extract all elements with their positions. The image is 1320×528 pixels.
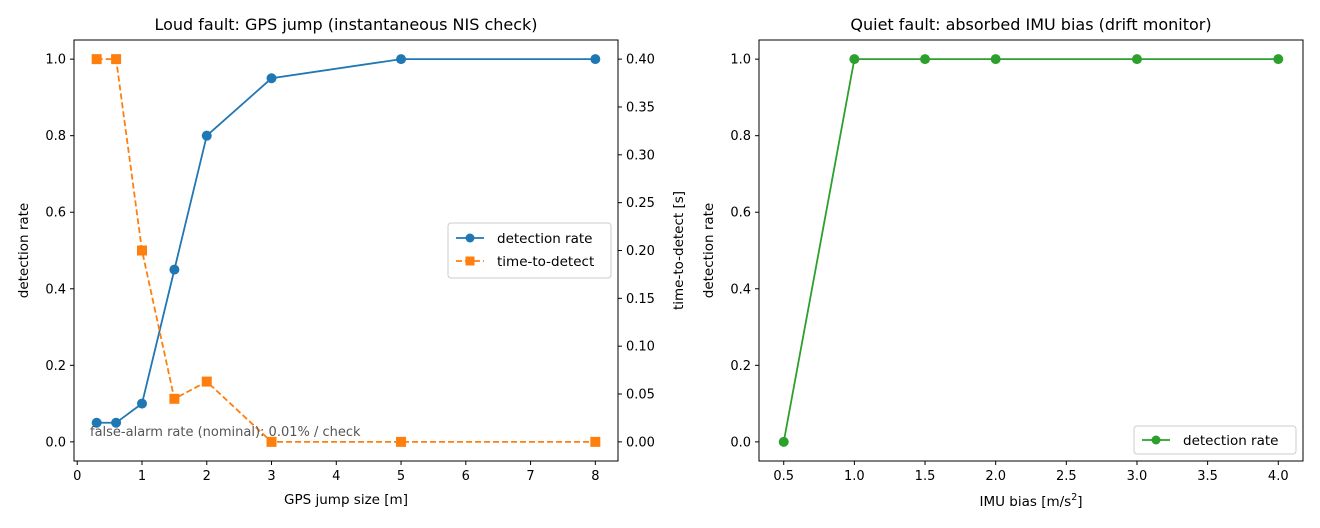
right-plot-marks <box>778 54 1284 447</box>
x-tick-label: 7 <box>526 469 534 484</box>
x-tick-label: 3.5 <box>1197 469 1218 484</box>
y-tick-label: 0.6 <box>45 206 66 221</box>
left-x-axis-label: GPS jump size [m] <box>284 492 408 508</box>
data-point-detection-rate <box>137 398 147 409</box>
y-tick-label: 0.8 <box>730 129 751 144</box>
false-alarm-annotation: false-alarm rate (nominal): 0.01% / chec… <box>90 425 361 440</box>
data-point-detection-rate <box>990 54 1001 65</box>
x-tick-label: 2.5 <box>1056 469 1077 484</box>
data-point-detection-rate <box>111 417 122 428</box>
data-point-time-to-detect <box>590 436 601 447</box>
data-point-detection-rate <box>849 54 860 65</box>
data-point-time-to-detect <box>137 245 147 256</box>
left-y-axis-label: detection rate <box>16 203 32 298</box>
right-y-tick-label: 0.25 <box>626 196 655 211</box>
x-tick-label: 8 <box>591 469 599 484</box>
y-tick-label: 1.0 <box>730 53 751 68</box>
data-point-detection-rate <box>1131 54 1142 65</box>
right-y-tick-label: 0.15 <box>626 292 655 307</box>
right-chart-title: Quiet fault: absorbed IMU bias (drift mo… <box>850 15 1211 34</box>
left-plot-marks <box>91 54 601 447</box>
left-tick-labels: 0 1 2 3 4 5 6 7 8 0.0 0.2 0.4 0.6 0.8 1.0 0.00 0.05 0.10 0… <box>45 53 655 484</box>
y-tick-label: 0.4 <box>730 282 751 297</box>
series-line-detection-rate <box>782 58 1279 443</box>
x-tick-label: 1 <box>138 469 146 484</box>
right-x-axis-label: IMU bias [m/s2] <box>979 492 1082 510</box>
left-legend-frame <box>447 222 612 279</box>
right-y-tick-label: 0.40 <box>626 53 655 68</box>
x-tick-label: 2.0 <box>985 469 1006 484</box>
data-point-detection-rate <box>396 54 407 65</box>
legend-marker-detection-rate <box>465 233 475 243</box>
right-tick-labels: 0.5 1.0 1.5 2.0 2.5 3.0 3.5 4.0 0.0 0.2 0.4 0.6 0.8 1… <box>730 53 1288 484</box>
y-tick-label: 0.4 <box>45 282 66 297</box>
x-tick-label: 3.0 <box>1127 469 1148 484</box>
right-y-tick-label: 0.10 <box>626 340 655 355</box>
data-point-detection-rate <box>169 264 180 275</box>
x-tick-label: 3 <box>267 469 275 484</box>
data-point-time-to-detect <box>201 376 212 387</box>
right-panel: Quiet fault: absorbed IMU bias (drift mo… <box>701 15 1304 510</box>
right-y-axis-label: time-to-detect [s] <box>671 191 687 310</box>
data-point-detection-rate <box>1273 54 1284 65</box>
right-y-axis-label-detection: detection rate <box>701 203 717 298</box>
legend-marker-time-to-detect <box>465 256 475 266</box>
legend-label-detection-rate-green: detection rate <box>1183 433 1278 449</box>
right-x-axis-label-end: ] <box>1077 494 1082 510</box>
data-point-time-to-detect <box>396 436 407 447</box>
y-tick-label: 0.8 <box>45 129 66 144</box>
y-tick-label: 0.0 <box>45 435 66 450</box>
x-tick-label: 0 <box>73 469 81 484</box>
legend-marker-detection-rate-green <box>1151 435 1161 445</box>
legend-label-detection-rate: detection rate <box>497 231 592 247</box>
right-y-tick-label: 0.20 <box>626 244 655 259</box>
x-tick-label: 5 <box>397 469 405 484</box>
series-line-detection-rate <box>96 58 596 424</box>
right-legend: detection rate <box>1133 425 1297 455</box>
y-tick-label: 0.2 <box>730 359 751 374</box>
right-y-tick-label: 0.05 <box>626 388 655 403</box>
data-point-time-to-detect <box>266 436 277 447</box>
y-tick-label: 0.0 <box>730 435 751 450</box>
legend-label-time-to-detect: time-to-detect <box>497 254 594 270</box>
right-legend-frame <box>1133 425 1297 455</box>
x-tick-label: 1.5 <box>915 469 936 484</box>
data-point-detection-rate <box>920 54 931 65</box>
x-tick-label: 0.5 <box>773 469 794 484</box>
right-y-tick-label: 0.00 <box>626 435 655 450</box>
left-legend: detection rate time-to-detect <box>447 222 612 279</box>
series-line-time-to-detect <box>96 58 596 443</box>
data-point-time-to-detect <box>169 393 180 404</box>
right-x-axis-label-base: IMU bias [m/s <box>979 494 1071 510</box>
data-point-detection-rate <box>91 417 102 428</box>
left-plot-frame <box>73 39 619 462</box>
right-y-tick-label: 0.30 <box>626 148 655 163</box>
right-plot-frame <box>758 39 1304 462</box>
data-point-detection-rate <box>590 54 601 65</box>
data-point-detection-rate <box>201 130 212 141</box>
x-tick-label: 4 <box>332 469 340 484</box>
x-tick-label: 6 <box>462 469 470 484</box>
left-chart-title: Loud fault: GPS jump (instantaneous NIS … <box>154 15 537 34</box>
y-tick-label: 0.6 <box>730 206 751 221</box>
right-y-tick-label: 0.35 <box>626 100 655 115</box>
x-tick-label: 2 <box>203 469 211 484</box>
left-panel: Loud fault: GPS jump (instantaneous NIS … <box>16 15 687 508</box>
data-point-time-to-detect <box>111 54 122 65</box>
data-point-detection-rate <box>778 436 789 447</box>
y-tick-label: 1.0 <box>45 53 66 68</box>
x-tick-label: 4.0 <box>1268 469 1289 484</box>
y-tick-label: 0.2 <box>45 359 66 374</box>
right-x-axis-label-superscript: 2 <box>1071 492 1077 503</box>
data-point-detection-rate <box>266 73 277 84</box>
data-point-time-to-detect <box>91 54 102 65</box>
x-tick-label: 1.0 <box>844 469 865 484</box>
